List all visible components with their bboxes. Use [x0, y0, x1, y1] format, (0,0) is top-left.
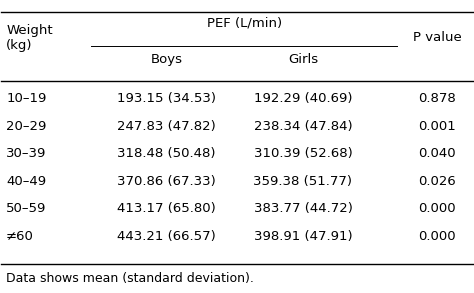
- Text: 192.29 (40.69): 192.29 (40.69): [254, 92, 352, 105]
- Text: 50–59: 50–59: [6, 202, 46, 215]
- Text: 359.38 (51.77): 359.38 (51.77): [254, 175, 353, 188]
- Text: 30–39: 30–39: [6, 147, 46, 160]
- Text: 0.000: 0.000: [419, 202, 456, 215]
- Text: PEF (L/min): PEF (L/min): [207, 17, 282, 30]
- Text: 443.21 (66.57): 443.21 (66.57): [117, 230, 216, 243]
- Text: Girls: Girls: [288, 53, 318, 66]
- Text: P value: P value: [413, 31, 462, 44]
- Text: 247.83 (47.82): 247.83 (47.82): [117, 120, 216, 133]
- Text: 40–49: 40–49: [6, 175, 46, 188]
- Text: 398.91 (47.91): 398.91 (47.91): [254, 230, 352, 243]
- Text: ≠60: ≠60: [6, 230, 34, 243]
- Text: 318.48 (50.48): 318.48 (50.48): [117, 147, 216, 160]
- Text: 0.001: 0.001: [419, 120, 456, 133]
- Text: 0.878: 0.878: [419, 92, 456, 105]
- Text: 193.15 (34.53): 193.15 (34.53): [117, 92, 216, 105]
- Text: Weight
(kg): Weight (kg): [6, 24, 53, 52]
- Text: 0.040: 0.040: [419, 147, 456, 160]
- Text: 10–19: 10–19: [6, 92, 46, 105]
- Text: 370.86 (67.33): 370.86 (67.33): [117, 175, 216, 188]
- Text: 20–29: 20–29: [6, 120, 46, 133]
- Text: 413.17 (65.80): 413.17 (65.80): [117, 202, 216, 215]
- Text: 310.39 (52.68): 310.39 (52.68): [254, 147, 352, 160]
- Text: 0.000: 0.000: [419, 230, 456, 243]
- Text: Data shows mean (standard deviation).: Data shows mean (standard deviation).: [6, 272, 254, 285]
- Text: 238.34 (47.84): 238.34 (47.84): [254, 120, 352, 133]
- Text: 0.026: 0.026: [419, 175, 456, 188]
- Text: 383.77 (44.72): 383.77 (44.72): [254, 202, 352, 215]
- Text: Boys: Boys: [150, 53, 182, 66]
